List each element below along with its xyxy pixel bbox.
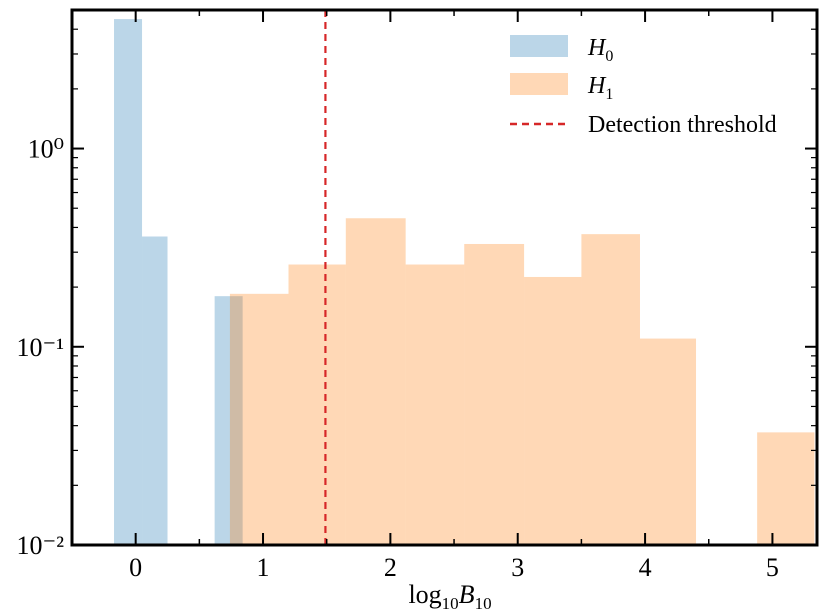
legend-swatch-h1 [510, 73, 568, 95]
x-axis-label-var-sub: 10 [475, 594, 492, 610]
x-tick-label: 3 [511, 553, 524, 582]
bar-h1-3 [405, 264, 465, 545]
x-tick-label: 1 [257, 553, 270, 582]
y-tick-label: 10⁻² [16, 531, 64, 560]
legend: H0 H1 Detection threshold [510, 35, 777, 138]
legend-label-h0: H0 [587, 35, 613, 65]
legend-h0-sub: 0 [605, 48, 613, 65]
x-axis-label-var: B [459, 580, 475, 609]
x-tick-label: 2 [384, 553, 397, 582]
bar-h0-0 [114, 19, 143, 545]
bar-h1-8 [757, 432, 815, 545]
bar-h1-2 [345, 218, 406, 546]
x-tick-label: 0 [129, 553, 142, 582]
legend-h1-sub: 1 [605, 86, 613, 103]
legend-h1-main: H [587, 73, 607, 99]
x-tick-label: 5 [766, 553, 779, 582]
x-axis-label-log: log [408, 580, 441, 609]
bar-h0-1 [142, 236, 168, 546]
bars-layer [114, 19, 815, 546]
bar-h1-0 [229, 293, 289, 545]
legend-label-threshold: Detection threshold [588, 112, 777, 138]
bar-h1-1 [288, 264, 346, 545]
x-axis-label: log10B10 [408, 580, 491, 610]
y-tick-label: 10⁻¹ [16, 333, 64, 362]
y-tick-label: 10⁰ [28, 135, 64, 164]
plot-frame [70, 8, 819, 547]
x-axis-label-log-sub: 10 [442, 594, 459, 610]
legend-label-h1: H1 [587, 73, 613, 103]
bar-h1-7 [639, 338, 697, 545]
bar-h1-6 [581, 234, 640, 545]
legend-swatch-h0 [510, 35, 568, 57]
bar-h1-4 [464, 243, 525, 545]
x-tick-label: 4 [639, 553, 652, 582]
tick-labels: 0 1 2 3 4 5 10⁻² 10⁻¹ 10⁰ [16, 135, 778, 582]
bar-h0-2 [214, 296, 243, 545]
legend-h0-main: H [587, 35, 607, 61]
bar-h1-5 [524, 276, 582, 545]
